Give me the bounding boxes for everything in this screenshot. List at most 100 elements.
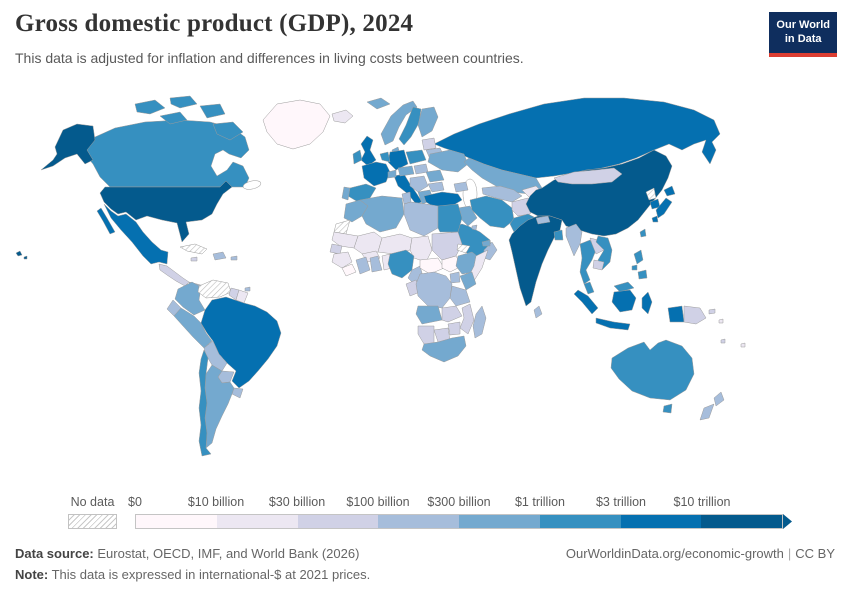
- region-benelux[interactable]: [379, 151, 391, 163]
- country-malaysia-peninsula[interactable]: [583, 281, 595, 295]
- country-fiji[interactable]: [740, 342, 746, 348]
- country-iceland[interactable]: [331, 109, 354, 124]
- country-malaysia-borneo[interactable]: [613, 281, 635, 293]
- island-hispaniola[interactable]: [212, 251, 227, 261]
- region-balkans[interactable]: [409, 175, 429, 193]
- legend-segment[interactable]: [620, 515, 702, 528]
- country-australia[interactable]: [610, 339, 695, 401]
- footer-link[interactable]: OurWorldinData.org/economic-growth: [565, 546, 784, 561]
- country-south-africa[interactable]: [421, 335, 467, 363]
- country-canada-arctic-3[interactable]: [159, 111, 188, 125]
- country-philippines-mindanao[interactable]: [637, 269, 648, 280]
- legend-segment[interactable]: [539, 515, 621, 528]
- country-china[interactable]: [525, 149, 673, 237]
- country-canada-arctic-2[interactable]: [169, 95, 198, 109]
- country-egypt[interactable]: [437, 203, 463, 233]
- region-guinea[interactable]: [331, 251, 353, 269]
- legend-segment[interactable]: [459, 515, 540, 528]
- country-algeria[interactable]: [359, 195, 405, 233]
- country-mexico[interactable]: [103, 203, 169, 265]
- owid-logo[interactable]: Our World in Data: [769, 12, 837, 57]
- country-japan-honshu[interactable]: [655, 197, 673, 219]
- legend-segment[interactable]: [297, 515, 379, 528]
- region-central-america[interactable]: [158, 263, 190, 287]
- country-cuba[interactable]: [179, 243, 208, 255]
- country-zambia[interactable]: [441, 305, 463, 323]
- country-philippines-luzon[interactable]: [633, 249, 644, 265]
- legend-arrow-tip[interactable]: [783, 514, 792, 529]
- region-uzbekistan-turkmenistan[interactable]: [481, 185, 523, 203]
- country-new-zealand-north[interactable]: [713, 391, 725, 407]
- country-australia-tasmania[interactable]: [662, 403, 673, 414]
- legend-segment[interactable]: [216, 515, 298, 528]
- country-papua-new-guinea[interactable]: [683, 305, 707, 325]
- region-baltics[interactable]: [421, 137, 437, 151]
- country-turkey[interactable]: [423, 191, 463, 208]
- country-united-kingdom[interactable]: [360, 135, 377, 167]
- country-indonesia-kalimantan[interactable]: [611, 289, 637, 313]
- country-united-states-alaska[interactable]: [40, 123, 96, 171]
- country-mozambique[interactable]: [459, 303, 475, 335]
- country-finland[interactable]: [417, 106, 439, 138]
- legend-segment[interactable]: [136, 515, 217, 528]
- country-japan-kyushu[interactable]: [651, 215, 659, 223]
- country-myanmar[interactable]: [565, 223, 583, 257]
- country-angola[interactable]: [415, 305, 443, 325]
- country-switzerland[interactable]: [387, 169, 397, 179]
- country-trinidad[interactable]: [244, 286, 251, 292]
- country-canada-arctic-1[interactable]: [134, 99, 166, 115]
- country-eritrea[interactable]: [456, 243, 471, 254]
- country-uganda[interactable]: [449, 271, 461, 284]
- country-indonesia-java[interactable]: [595, 317, 631, 331]
- country-taiwan[interactable]: [639, 228, 647, 238]
- country-north-korea[interactable]: [645, 187, 657, 201]
- country-central-african-republic[interactable]: [419, 257, 445, 275]
- country-kuwait[interactable]: [471, 224, 478, 231]
- country-drc[interactable]: [415, 271, 453, 309]
- country-romania[interactable]: [425, 169, 445, 183]
- region-caucasus[interactable]: [453, 181, 469, 193]
- country-mali[interactable]: [353, 231, 383, 256]
- country-zimbabwe[interactable]: [447, 321, 461, 336]
- country-iran[interactable]: [469, 195, 515, 229]
- legend-no-data-swatch[interactable]: [68, 514, 117, 529]
- country-libya[interactable]: [403, 201, 439, 237]
- country-ghana[interactable]: [369, 255, 383, 273]
- country-tanzania[interactable]: [449, 285, 471, 307]
- country-png-new-britain[interactable]: [708, 308, 716, 315]
- country-ivory-coast[interactable]: [355, 256, 371, 275]
- country-madagascar[interactable]: [472, 305, 487, 339]
- country-nepal[interactable]: [535, 215, 551, 225]
- legend-segment[interactable]: [701, 515, 782, 528]
- country-mongolia[interactable]: [553, 167, 623, 185]
- footer-license[interactable]: CC BY: [795, 546, 835, 561]
- country-ukraine[interactable]: [427, 149, 469, 173]
- country-chile[interactable]: [198, 349, 212, 457]
- region-austria-czechia[interactable]: [397, 165, 415, 177]
- country-greenland[interactable]: [262, 99, 331, 150]
- country-indonesia-sumatra[interactable]: [573, 289, 599, 315]
- country-new-caledonia[interactable]: [720, 338, 726, 344]
- country-france[interactable]: [361, 161, 391, 187]
- country-kenya[interactable]: [459, 271, 477, 291]
- country-namibia[interactable]: [417, 325, 435, 345]
- country-ireland[interactable]: [352, 149, 363, 165]
- country-indonesia-papua[interactable]: [667, 305, 685, 323]
- country-philippines-visayas[interactable]: [631, 264, 638, 271]
- region-western-sahara[interactable]: [333, 219, 351, 235]
- country-solomon-islands[interactable]: [718, 318, 724, 324]
- country-uae[interactable]: [481, 239, 491, 247]
- country-senegal[interactable]: [329, 243, 343, 255]
- country-venezuela[interactable]: [197, 279, 232, 299]
- country-portugal[interactable]: [341, 186, 351, 201]
- country-united-states-hawaii-2[interactable]: [23, 255, 28, 260]
- region-hungary-slovakia[interactable]: [413, 163, 429, 175]
- region-sierra-leone-liberia[interactable]: [341, 263, 357, 277]
- country-puerto-rico[interactable]: [230, 255, 238, 261]
- country-united-states[interactable]: [99, 180, 233, 243]
- country-japan-hokkaido[interactable]: [663, 185, 676, 197]
- legend-segment[interactable]: [378, 515, 459, 528]
- country-canada-arctic-4[interactable]: [199, 103, 226, 119]
- country-cambodia[interactable]: [592, 259, 605, 271]
- country-sweden[interactable]: [398, 106, 422, 146]
